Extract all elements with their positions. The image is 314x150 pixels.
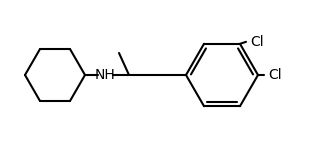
Text: Cl: Cl xyxy=(268,68,282,82)
Text: Cl: Cl xyxy=(250,35,264,49)
Text: NH: NH xyxy=(95,68,115,82)
